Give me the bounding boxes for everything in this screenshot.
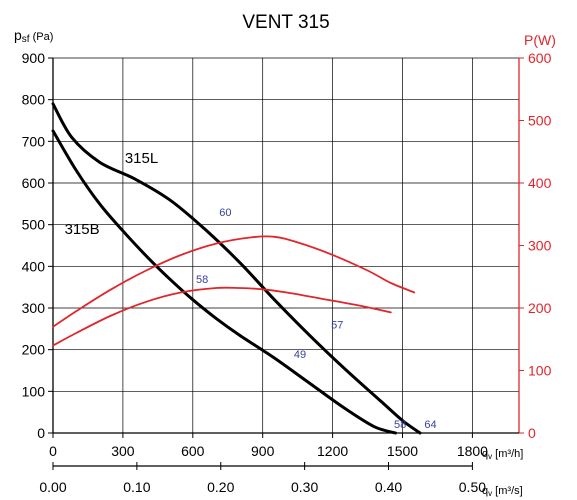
x-axis-tick-label: 600 xyxy=(181,443,205,459)
right-axis-tick-label: 400 xyxy=(528,175,552,191)
right-axis-tick-label: 600 xyxy=(528,50,552,66)
left-axis-label-sub: sf xyxy=(22,34,30,45)
x-axis-label-sub: v xyxy=(488,452,492,461)
left-axis-label: psf (Pa) xyxy=(14,27,53,45)
x-axis-tick-label: 1200 xyxy=(317,443,348,459)
x-axis-secondary-tick-label: 0.50 xyxy=(459,479,486,495)
curve-label: 315B xyxy=(65,221,100,238)
x-axis-tick-label: 300 xyxy=(111,443,135,459)
left-axis-tick-label: 200 xyxy=(22,342,46,358)
efficiency-label: 64 xyxy=(424,419,436,431)
right-axis-label: P(W) xyxy=(524,32,556,48)
x-axis-secondary-tick-label: 0.20 xyxy=(207,479,234,495)
left-axis-label-unit: (Pa) xyxy=(30,31,54,43)
left-axis-tick-label: 300 xyxy=(22,300,46,316)
x-axis-tick-label: 0 xyxy=(49,443,57,459)
x-axis-secondary-tick-label: 0.00 xyxy=(39,479,66,495)
efficiency-label: 58 xyxy=(394,419,406,431)
right-axis-tick-label: 200 xyxy=(528,300,552,316)
efficiency-label: 57 xyxy=(331,320,343,332)
x-axis-secondary-tick-label: 0.30 xyxy=(291,479,318,495)
power-curve-3 xyxy=(52,235,416,328)
left-axis-tick-label: 500 xyxy=(22,217,46,233)
annotations: 315L 315B 60 58 57 49 58 64 xyxy=(65,150,437,431)
left-axis-tick-label: 900 xyxy=(22,50,46,66)
curve-label: 315L xyxy=(125,150,158,167)
x-axis-secondary-label: qv [m³/s] xyxy=(482,485,523,498)
efficiency-label: 58 xyxy=(196,274,208,286)
left-axis-tick-label: 700 xyxy=(22,133,46,149)
chart-title: VENT 315 xyxy=(242,12,329,33)
x-axis-label: qv [m³/h] xyxy=(482,448,523,461)
x-axis-tick-label: 1800 xyxy=(457,443,488,459)
x-axis-tick-label: 1500 xyxy=(387,443,418,459)
x-axis-label-main: q xyxy=(482,448,488,460)
grid xyxy=(52,57,519,434)
x-axis-secondary-label-main: q xyxy=(482,485,488,497)
efficiency-label: 49 xyxy=(294,349,306,361)
left-axis-tick-label: 100 xyxy=(22,383,46,399)
left-axis-tick-label: 0 xyxy=(37,425,45,441)
right-axis-tick-label: 100 xyxy=(528,363,552,379)
x-axis-secondary-label-unit: [m³/s] xyxy=(492,485,523,497)
series xyxy=(51,102,422,435)
left-axis-tick-label: 400 xyxy=(22,258,46,274)
right-axis-tick-label: 500 xyxy=(528,113,552,129)
left-axis-label-main: p xyxy=(14,27,22,43)
axes: 0100200300400500600700800900010020030040… xyxy=(22,50,552,495)
pressure-curve-2 xyxy=(51,129,397,435)
x-axis-secondary-tick-label: 0.10 xyxy=(123,479,150,495)
power-curve-4 xyxy=(52,286,392,347)
right-axis-tick-label: 300 xyxy=(528,238,552,254)
left-axis-tick-label: 800 xyxy=(22,92,46,108)
x-axis-secondary-tick-label: 0.40 xyxy=(375,479,402,495)
x-axis-label-unit: [m³/h] xyxy=(492,448,523,460)
right-axis-tick-label: 0 xyxy=(528,425,536,441)
left-axis-tick-label: 600 xyxy=(22,175,46,191)
pressure-curve-1 xyxy=(51,102,422,435)
x-axis-secondary-label-sub: v xyxy=(488,489,492,498)
x-axis-tick-label: 900 xyxy=(251,443,275,459)
efficiency-label: 60 xyxy=(219,207,231,219)
